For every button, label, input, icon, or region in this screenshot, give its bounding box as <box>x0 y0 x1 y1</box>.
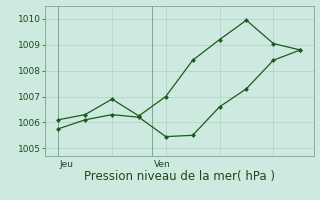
Text: Jeu: Jeu <box>60 160 74 169</box>
Text: Ven: Ven <box>154 160 171 169</box>
X-axis label: Pression niveau de la mer( hPa ): Pression niveau de la mer( hPa ) <box>84 170 275 183</box>
